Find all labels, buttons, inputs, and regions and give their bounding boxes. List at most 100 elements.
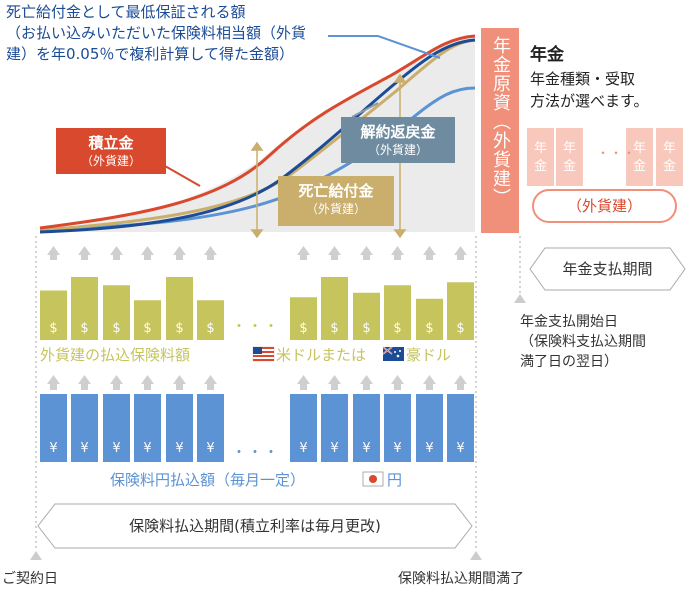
up-arrow-icon <box>328 375 341 384</box>
dollar-symbol: $ <box>49 321 57 336</box>
yen-symbol: ¥ <box>425 441 433 456</box>
accumulation-title: 積立金 <box>88 134 134 152</box>
dollar-symbol: $ <box>425 321 433 336</box>
yen-bar: ¥ <box>384 375 411 462</box>
dollar-symbol: $ <box>299 321 307 336</box>
dollar-symbol: $ <box>80 321 88 336</box>
surrender-curve <box>39 38 476 234</box>
up-arrow-icon <box>423 246 436 255</box>
up-arrow-icon <box>141 246 154 255</box>
maturity-marker <box>470 551 482 560</box>
premium-period-label: 保険料払込期間(積立利率は毎月更改) <box>129 517 381 535</box>
up-arrow-icon <box>47 246 60 255</box>
foreign-bar: $ <box>290 246 317 340</box>
yen-bar: ¥ <box>40 375 67 462</box>
foreign-premium-text: 外貨建の払込保険料額 <box>40 346 191 364</box>
yen-bar: ¥ <box>447 375 474 462</box>
foreign-premium-bars: $ $ $ $ $ $ $ $ $ $ $ $ <box>40 246 474 340</box>
death-benefit-badge: 死亡給付金 （外貨建） <box>278 176 394 226</box>
annuity-bar-label: 年 <box>563 141 576 156</box>
yen-bar: ¥ <box>71 375 98 462</box>
yen-premium-label: 保険料円払込額（毎月一定） <box>110 471 306 489</box>
maturity-label: 保険料払込期間満了 <box>398 571 524 587</box>
foreign-bar: $ <box>134 246 161 340</box>
accumulation-curve <box>39 34 476 230</box>
us-flag-icon <box>252 346 275 362</box>
start-note-2: （保険料支払込期間 <box>520 334 646 350</box>
foreign-bar: $ <box>384 246 411 340</box>
foreign-bar: $ <box>166 246 193 340</box>
surrender-sub: （外貨建） <box>367 143 428 157</box>
foreign-bar: $ <box>40 246 67 340</box>
foreign-bar: $ <box>447 246 474 340</box>
annuity-bar: 年金 <box>527 128 554 186</box>
surrender-leader <box>351 102 379 118</box>
start-note-3: 満了日の翌日） <box>520 354 618 370</box>
yen-symbol: ¥ <box>206 441 214 456</box>
annuity-description: 年金種類・受取 方法が選べます。 <box>530 68 649 112</box>
contract-date-label: ご契約日 <box>2 571 58 587</box>
yen-bar: ¥ <box>103 375 130 462</box>
dollar-symbol: $ <box>112 321 120 336</box>
yen-symbol: ¥ <box>456 441 464 456</box>
annuity-bar-label: 金 <box>534 158 547 174</box>
contract-marker <box>30 551 42 560</box>
yen-symbol: ¥ <box>143 441 151 456</box>
up-arrow-icon <box>297 246 310 255</box>
foreign-bar: $ <box>197 246 224 340</box>
up-arrow-icon <box>47 375 60 384</box>
up-arrow-icon <box>328 246 341 255</box>
minimum-guarantee-note: 死亡給付金として最低保証される額 （お払い込みいただいた保険料相当額（外貨 建）… <box>6 2 306 65</box>
yen-bar: ¥ <box>290 375 317 462</box>
foreign-currency-oval <box>532 189 677 223</box>
up-arrow-icon <box>173 375 186 384</box>
annuity-principal-column <box>481 28 519 233</box>
annuity-period-pill <box>529 247 686 291</box>
foreign-premium-label: 外貨建の払込保険料額 <box>40 344 190 365</box>
up-arrow-icon <box>204 375 217 384</box>
dollar-symbol: $ <box>362 321 370 336</box>
annuity-bar-dots: ・・・ <box>597 146 637 160</box>
au-dollar-label: 豪ドル <box>406 346 452 364</box>
up-arrow-icon <box>110 246 123 255</box>
note-line-1: 死亡給付金として最低保証される額 <box>6 3 246 21</box>
yen-text: 円 <box>387 471 403 489</box>
up-arrow-icon <box>78 246 91 255</box>
up-arrow-icon <box>204 246 217 255</box>
dollar-symbol: $ <box>206 321 214 336</box>
accumulation-leader <box>164 165 201 187</box>
up-arrow-icon <box>454 375 467 384</box>
annuity-bar-label: 年 <box>534 141 547 156</box>
yen-symbol: ¥ <box>80 441 88 456</box>
up-arrow-icon <box>423 375 436 384</box>
up-arrow-icon <box>173 246 186 255</box>
up-arrow-icon <box>141 375 154 384</box>
up-arrow-icon <box>360 375 373 384</box>
foreign-bar: $ <box>321 246 348 340</box>
annuity-bar-label: 年 <box>633 141 646 156</box>
yen-bar: ¥ <box>416 375 443 462</box>
death-sub: （外貨建） <box>305 202 366 216</box>
yen-bar: ¥ <box>321 375 348 462</box>
annuity-bar: 年金 <box>656 128 683 186</box>
dollar-symbol: $ <box>175 321 183 336</box>
annuity-bar: 年金 <box>626 128 653 186</box>
premium-period-pill <box>37 503 473 549</box>
dollar-symbol: $ <box>393 321 401 336</box>
annuity-desc-2: 方法が選べます。 <box>530 92 649 110</box>
annuity-desc-1: 年金種類・受取 <box>530 70 636 88</box>
annuity-bar-label: 金 <box>563 158 576 174</box>
yen-symbol: ¥ <box>330 441 338 456</box>
up-arrow-icon <box>360 246 373 255</box>
yen-symbol: ¥ <box>393 441 401 456</box>
up-arrow-icon <box>454 246 467 255</box>
yen-symbol: ¥ <box>362 441 370 456</box>
foreign-bar: $ <box>416 246 443 340</box>
annuity-bar-label: 金 <box>663 158 676 174</box>
yen-bar: ¥ <box>166 375 193 462</box>
yen-symbol: ¥ <box>49 441 57 456</box>
up-arrow-icon <box>391 246 404 255</box>
